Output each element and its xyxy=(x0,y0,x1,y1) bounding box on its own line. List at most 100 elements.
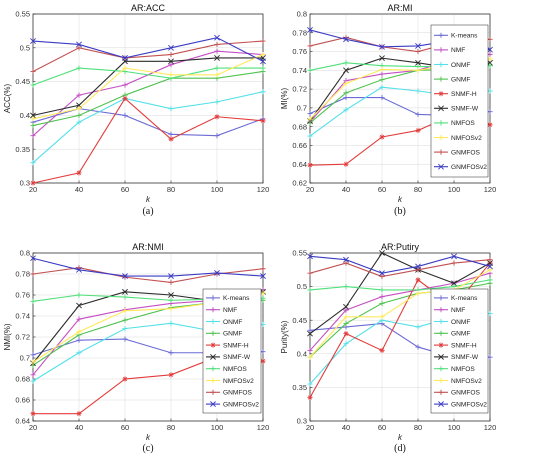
x-tick-label: 60 xyxy=(121,423,129,432)
data-point xyxy=(379,43,385,50)
data-point xyxy=(343,107,349,113)
y-tick-label: 0.55 xyxy=(15,10,30,19)
y-axis-label: ACC(%) xyxy=(3,84,12,114)
data-point xyxy=(343,260,349,266)
data-point xyxy=(168,350,174,356)
legend-marker xyxy=(438,401,444,408)
data-point xyxy=(415,88,421,94)
legend-marker xyxy=(438,47,444,53)
y-tick-label: 0.74 xyxy=(292,66,307,75)
y-tick-label: 0.35 xyxy=(292,383,307,392)
legend-marker xyxy=(438,32,444,38)
x-tick-label: 20 xyxy=(29,185,37,194)
legend-entry: SNMF-W xyxy=(223,354,251,361)
y-tick-label: 0.7 xyxy=(20,354,30,363)
data-point xyxy=(379,250,385,256)
data-point xyxy=(343,331,349,337)
data-point xyxy=(379,300,385,306)
data-point xyxy=(379,66,385,72)
series-gnmfosv2 xyxy=(30,34,266,65)
x-tick-label: 60 xyxy=(121,185,129,194)
data-point xyxy=(415,277,421,283)
data-point xyxy=(214,41,220,48)
legend-entry: ONMF xyxy=(451,319,470,326)
chart-title: AR:NMI xyxy=(132,242,164,252)
legend-entry: NMFOS xyxy=(223,366,247,373)
series-nmfos xyxy=(30,65,266,88)
data-point xyxy=(122,288,128,295)
series-line xyxy=(32,54,264,120)
legend-marker xyxy=(438,342,444,348)
y-axis-label: MI(%) xyxy=(280,88,289,110)
y-tick-label: 0.72 xyxy=(292,85,307,94)
data-point xyxy=(214,65,220,71)
data-point xyxy=(122,308,128,314)
x-tick-label: 80 xyxy=(167,185,175,194)
data-point xyxy=(168,131,174,137)
y-tick-label: 0.68 xyxy=(15,375,30,384)
data-point xyxy=(30,180,36,186)
series-line xyxy=(32,108,264,137)
legend-entry: NMFOS xyxy=(451,366,475,373)
legend-marker xyxy=(438,163,444,170)
data-point xyxy=(260,321,266,327)
data-point xyxy=(487,310,493,317)
legend-marker xyxy=(210,295,216,301)
y-tick-label: 0.78 xyxy=(15,270,30,279)
data-point xyxy=(415,59,421,66)
data-point xyxy=(168,44,174,51)
legend-marker xyxy=(210,366,216,372)
series-line xyxy=(32,57,263,116)
series-gnmfosv2 xyxy=(307,253,493,277)
data-point xyxy=(343,284,349,290)
legend-entry: NMFOSv2 xyxy=(451,135,482,142)
data-point xyxy=(487,267,493,273)
data-point xyxy=(260,38,266,44)
data-point xyxy=(487,277,493,283)
y-tick-label: 0.4 xyxy=(20,111,30,120)
series-line xyxy=(309,259,491,278)
x-tick-label: 20 xyxy=(306,423,314,432)
data-point xyxy=(379,94,385,101)
series-nmfosv2 xyxy=(30,51,266,122)
chart-panel-4: 0.3 0.35 0.4 0.45 0.5 0.55 20 40 60 80 100 120 AR:Pu… xyxy=(280,242,496,454)
data-point xyxy=(122,294,128,300)
series-onmf xyxy=(30,89,266,166)
data-point xyxy=(343,161,349,167)
data-point xyxy=(379,273,385,280)
legend-marker xyxy=(210,330,216,336)
data-point xyxy=(122,336,128,342)
x-tick-label: 20 xyxy=(29,423,37,432)
legend-marker xyxy=(210,377,216,384)
data-point xyxy=(168,58,174,65)
data-point xyxy=(487,109,493,115)
data-point xyxy=(214,99,220,105)
data-point xyxy=(76,411,82,417)
legend-entry: ONMF xyxy=(223,319,242,326)
data-point xyxy=(76,266,82,273)
legend-marker xyxy=(438,318,444,325)
data-point xyxy=(379,314,385,320)
legend-entry: K-means xyxy=(451,33,478,40)
y-tick-label: 0.4 xyxy=(297,349,307,358)
legend: K-means NMF ONMF GNMF SNMF-H SNMF-W NMFOS NMFOS… xyxy=(430,24,489,178)
data-point xyxy=(415,127,421,134)
legend: K-means NMF ONMF GNMF SNMF-H SNMF-W NMFOS NMFOS… xyxy=(202,288,262,414)
y-tick-label: 0.76 xyxy=(292,47,307,56)
data-point xyxy=(451,280,457,287)
x-tick-label: 40 xyxy=(342,423,350,432)
data-point xyxy=(30,411,36,417)
data-point xyxy=(30,352,36,358)
x-tick-label: 120 xyxy=(257,185,270,194)
data-point xyxy=(168,279,174,285)
legend-marker xyxy=(438,389,444,395)
data-point xyxy=(76,119,82,125)
data-point xyxy=(30,298,36,304)
x-tick-label: 80 xyxy=(414,185,422,194)
x-tick-label: 60 xyxy=(378,185,386,194)
data-point xyxy=(30,38,36,44)
x-axis-label: k xyxy=(146,195,151,204)
x-tick-label: 100 xyxy=(211,185,224,194)
y-tick-label: 0.72 xyxy=(15,333,30,342)
y-tick-label: 0.62 xyxy=(292,179,307,188)
